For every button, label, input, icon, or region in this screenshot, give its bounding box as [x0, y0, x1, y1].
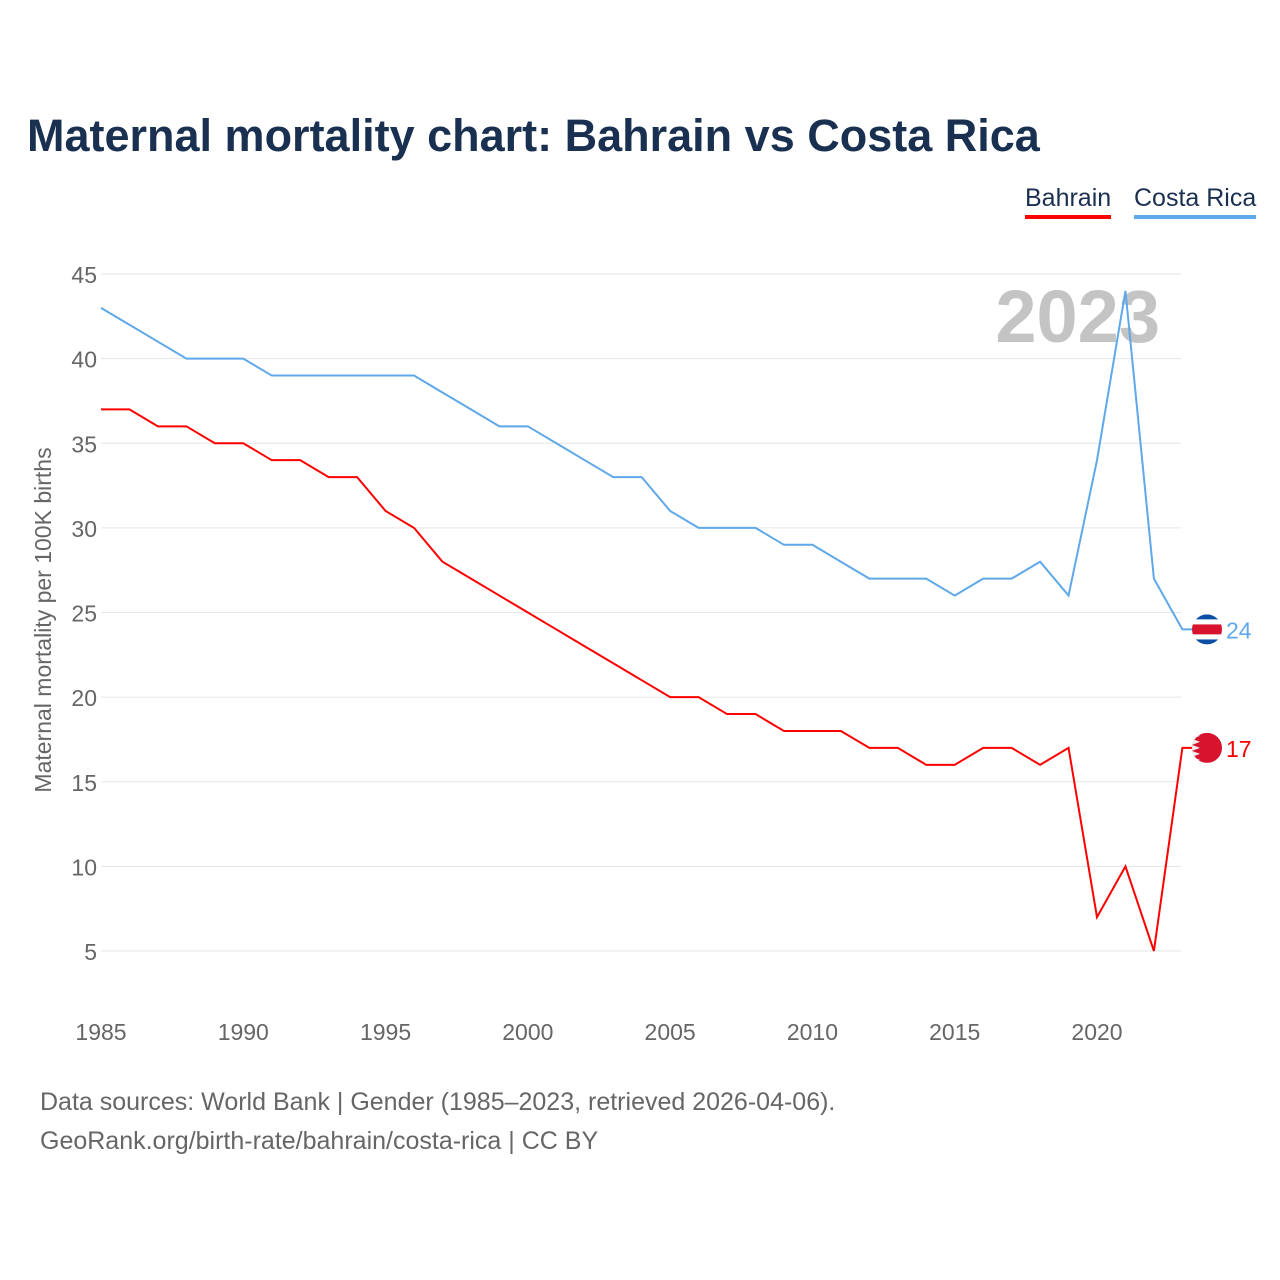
y-tick-label: 10	[71, 854, 97, 880]
end-value-label: 24	[1226, 617, 1252, 643]
x-tick-label: 2010	[787, 1019, 838, 1045]
flag-stripe	[1192, 634, 1222, 640]
series-line-bahrain	[101, 408, 1193, 952]
x-tick-label: 1985	[75, 1019, 126, 1045]
y-tick-label: 15	[71, 770, 97, 796]
flag-stripe	[1192, 624, 1222, 635]
y-tick-label: 25	[71, 601, 97, 627]
x-tick-label: 1995	[360, 1019, 411, 1045]
y-axis-label: Maternal mortality per 100K births	[30, 447, 56, 792]
y-tick-label: 30	[71, 516, 97, 542]
y-tick-label: 40	[71, 347, 97, 373]
year-watermark: 2023	[995, 275, 1160, 358]
chart-title: Maternal mortality chart: Bahrain vs Cos…	[27, 110, 1040, 161]
x-tick-label: 2000	[502, 1019, 553, 1045]
source-link[interactable]: GeoRank.org/birth-rate/bahrain/costa-ric…	[40, 1127, 599, 1155]
x-tick-label: 2005	[645, 1019, 696, 1045]
y-tick-label: 35	[71, 431, 97, 457]
legend-costa-rica[interactable]: Costa Rica	[1134, 184, 1257, 219]
end-value-label: 17	[1226, 736, 1252, 762]
x-tick-label: 2020	[1071, 1019, 1122, 1045]
legend-bahrain[interactable]: Bahrain	[1025, 184, 1112, 219]
y-tick-label: 45	[71, 262, 97, 288]
source-text: Data sources: World Bank | Gender (1985–…	[40, 1088, 836, 1116]
x-tick-label: 2015	[929, 1019, 980, 1045]
flag-stripe	[1192, 614, 1222, 620]
flag-stripe	[1192, 619, 1222, 625]
x-tick-label: 1990	[218, 1019, 269, 1045]
y-tick-label: 20	[71, 685, 97, 711]
y-tick-label: 5	[84, 939, 97, 965]
flag-stripe	[1192, 639, 1222, 645]
series-line-costa-rica	[100, 290, 1193, 631]
